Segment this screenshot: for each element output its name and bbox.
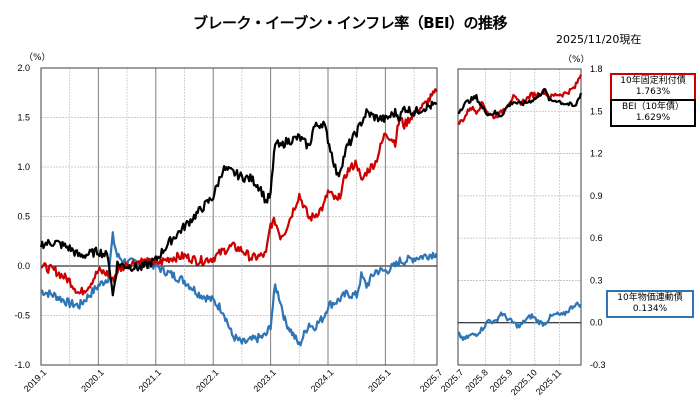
x-tick-label: 2021.1: [137, 367, 164, 394]
series-line-2: [40, 231, 438, 347]
x-tick-label: 2025.10: [509, 367, 539, 397]
x-tick-label: 2022.1: [194, 367, 221, 394]
y-tick-label: 1.8: [590, 64, 603, 74]
legend-inflation-indexed-value: 0.134%: [632, 304, 668, 314]
y-tick-label: -0.5: [14, 311, 30, 321]
x-tick-label: 2024.1: [309, 367, 336, 394]
legend-bei-name: BEI（10年債）: [622, 102, 684, 112]
x-tick-label: 2020.1: [79, 367, 106, 394]
series-line-2: [457, 301, 582, 341]
y-tick-label: 1.0: [17, 162, 30, 172]
y-tick-label: 0.9: [590, 191, 603, 201]
y-tick-label: -1.0: [14, 360, 30, 370]
y-tick-label: 0.0: [17, 261, 30, 271]
legend-bei: BEI（10年債） 1.629%: [610, 99, 696, 127]
x-tick-label: 2025.1: [366, 367, 393, 394]
y-tick-label: 0.3: [590, 275, 603, 285]
y-tick-label: -0.3: [590, 360, 606, 370]
left-axis-unit: （%）: [24, 53, 51, 63]
legend-inflation-indexed-bond: 10年物価連動債 0.134%: [606, 290, 694, 318]
y-tick-label: 0.6: [590, 233, 603, 243]
y-tick-label: 1.5: [590, 106, 603, 116]
legend-inflation-indexed-name: 10年物価連動債: [617, 293, 683, 303]
x-tick-label: 2019.1: [22, 367, 49, 394]
y-tick-label: 1.2: [590, 149, 603, 159]
series-line-0: [39, 100, 438, 297]
as-of-date: 2025/11/20現在: [556, 33, 642, 46]
x-tick-label: 2025.7: [418, 367, 445, 394]
legend-fixed-rate-value: 1.763%: [635, 87, 671, 97]
series-line-0: [457, 88, 583, 118]
right-axis-unit: （%）: [563, 55, 590, 65]
legend-fixed-rate-name: 10年固定利付債: [620, 76, 686, 86]
chart-title: ブレーク・イーブン・インフレ率（BEI）の推移: [192, 14, 508, 32]
x-tick-label: 2025.11: [534, 367, 564, 397]
series-line-1: [40, 88, 438, 296]
y-tick-label: 2.0: [17, 63, 30, 73]
legend-bei-value: 1.629%: [635, 113, 671, 123]
x-tick-label: 2025.8: [463, 367, 490, 394]
y-tick-label: 1.5: [17, 113, 30, 123]
legend-fixed-rate-bond: 10年固定利付債 1.763%: [610, 73, 696, 101]
y-tick-label: 0.5: [17, 212, 30, 222]
x-tick-label: 2025.7: [439, 367, 466, 394]
y-tick-label: 0.0: [590, 318, 603, 328]
x-tick-label: 2023.1: [251, 367, 278, 394]
